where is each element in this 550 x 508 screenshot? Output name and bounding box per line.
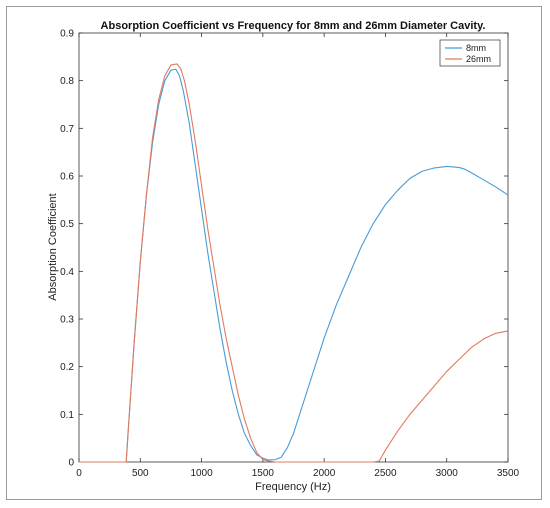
x-tick-label: 1000 (190, 468, 213, 479)
x-tick-label: 3500 (497, 468, 520, 479)
x-tick-label: 2500 (374, 468, 397, 479)
legend-box (439, 39, 501, 67)
x-axis-label: Frequency (Hz) (255, 481, 331, 493)
x-tick-label: 1500 (252, 468, 275, 479)
x-tick-label: 3000 (436, 468, 459, 479)
series-line-26mm (79, 63, 509, 463)
y-tick-label: 0.4 (60, 267, 74, 278)
y-tick-label: 0 (68, 458, 74, 469)
x-tick-label: 2000 (313, 468, 336, 479)
axes-box (78, 32, 509, 463)
y-tick-label: 0.7 (60, 124, 74, 135)
y-tick-label: 0.9 (60, 29, 74, 40)
y-tick-label: 0.5 (60, 219, 74, 230)
y-tick-label: 0.2 (60, 362, 74, 373)
legend-label: 8mm (466, 43, 486, 53)
y-axis-label: Absorption Coefficient (47, 193, 59, 300)
y-tick-label: 0.8 (60, 76, 74, 87)
legend-label: 26mm (466, 54, 491, 64)
plot-area: 0 500 1000 1500 2000 2500 3000 3500 0 0.1 0.2 0.3 0.… (60, 29, 519, 480)
y-tick-label: 0.6 (60, 172, 74, 183)
x-tick-label: 0 (76, 468, 82, 479)
chart-title: Absorption Coefficient vs Frequency for … (101, 20, 486, 32)
x-tick-label: 500 (132, 468, 149, 479)
y-tick-label: 0.1 (60, 410, 74, 421)
y-tick-label: 0.3 (60, 315, 74, 326)
